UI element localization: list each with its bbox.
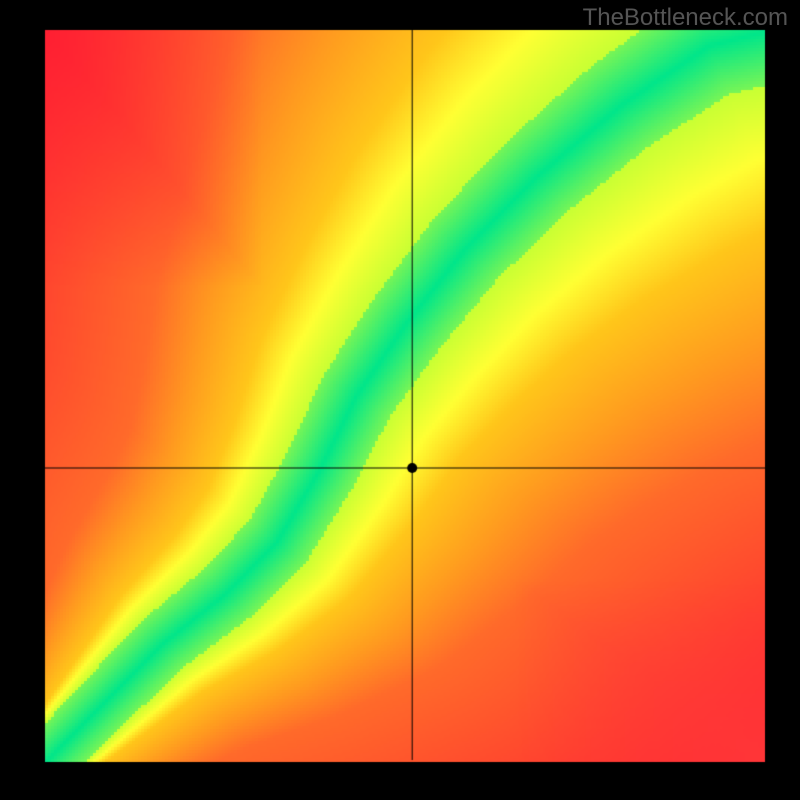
watermark-text: TheBottleneck.com	[583, 4, 788, 32]
bottleneck-chart: TheBottleneck.com	[0, 0, 800, 800]
heatmap-canvas	[0, 0, 800, 800]
